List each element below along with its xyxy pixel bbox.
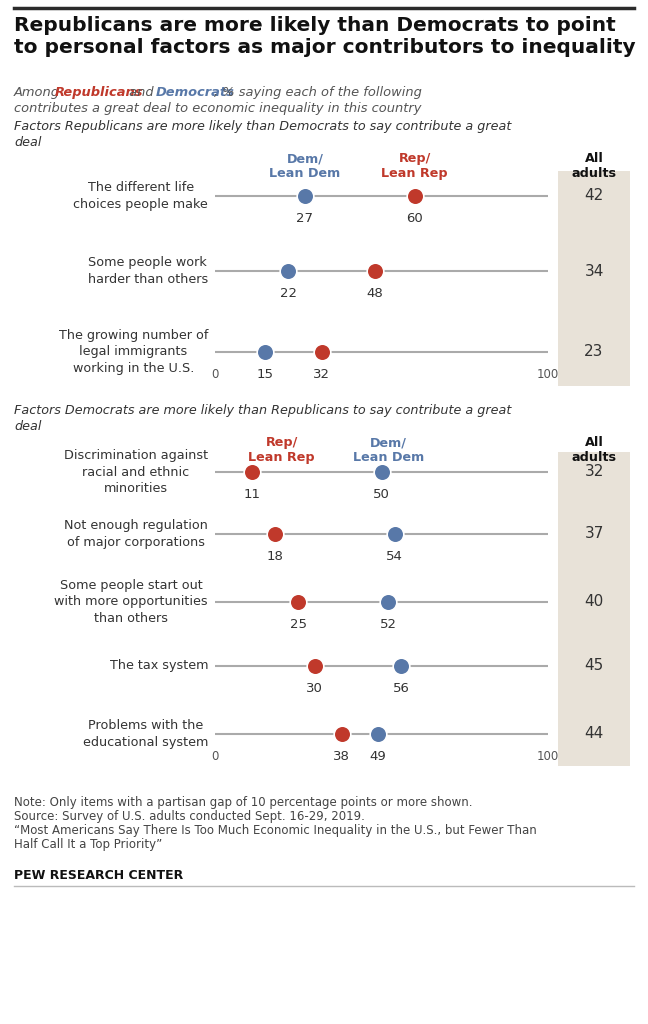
Text: contributes a great deal to economic inequality in this country: contributes a great deal to economic ine… xyxy=(14,102,421,115)
Text: Republicans: Republicans xyxy=(55,86,143,99)
Text: 0: 0 xyxy=(211,368,218,381)
Text: 32: 32 xyxy=(584,465,604,479)
Text: Factors Democrats are more likely than Republicans to say contribute a great
dea: Factors Democrats are more likely than R… xyxy=(14,404,511,433)
Text: 18: 18 xyxy=(266,550,283,563)
Text: 54: 54 xyxy=(386,550,403,563)
Text: 42: 42 xyxy=(584,188,604,204)
Text: 49: 49 xyxy=(370,750,387,763)
Text: Dem/
Lean Dem: Dem/ Lean Dem xyxy=(270,152,341,180)
Text: 56: 56 xyxy=(393,682,410,695)
Text: Some people start out
with more opportunities
than others: Some people start out with more opportun… xyxy=(54,579,208,625)
Text: 38: 38 xyxy=(333,750,350,763)
Text: 27: 27 xyxy=(296,212,314,225)
Text: Half Call It a Top Priority”: Half Call It a Top Priority” xyxy=(14,838,162,851)
Text: All
adults: All adults xyxy=(572,436,616,464)
Text: Democrats: Democrats xyxy=(156,86,235,99)
Text: 22: 22 xyxy=(280,287,297,300)
Text: The growing number of
legal immigrants
working in the U.S.: The growing number of legal immigrants w… xyxy=(58,329,208,375)
Text: Among: Among xyxy=(14,86,64,99)
Text: 15: 15 xyxy=(257,368,273,381)
Text: 50: 50 xyxy=(373,488,390,501)
FancyBboxPatch shape xyxy=(558,452,630,766)
Text: Factors Republicans are more likely than Democrats to say contribute a great
dea: Factors Republicans are more likely than… xyxy=(14,120,511,150)
Text: 44: 44 xyxy=(584,726,604,741)
Text: All
adults: All adults xyxy=(572,152,616,180)
Text: The different life
choices people make: The different life choices people make xyxy=(73,181,208,211)
Text: Problems with the
educational system: Problems with the educational system xyxy=(83,719,208,749)
Text: Not enough regulation
of major corporations: Not enough regulation of major corporati… xyxy=(64,519,208,549)
Text: 25: 25 xyxy=(290,618,307,631)
Text: “Most Americans Say There Is Too Much Economic Inequality in the U.S., but Fewer: “Most Americans Say There Is Too Much Ec… xyxy=(14,824,537,837)
Text: Dem/
Lean Dem: Dem/ Lean Dem xyxy=(353,436,424,464)
Text: 48: 48 xyxy=(367,287,383,300)
Text: 30: 30 xyxy=(307,682,323,695)
Text: PEW RESEARCH CENTER: PEW RESEARCH CENTER xyxy=(14,869,183,882)
Text: Some people work
harder than others: Some people work harder than others xyxy=(87,256,208,286)
Text: and: and xyxy=(125,86,157,99)
Text: 60: 60 xyxy=(406,212,423,225)
Text: 11: 11 xyxy=(243,488,260,501)
Text: Source: Survey of U.S. adults conducted Sept. 16-29, 2019.: Source: Survey of U.S. adults conducted … xyxy=(14,810,365,823)
Text: Rep/
Lean Rep: Rep/ Lean Rep xyxy=(382,152,448,180)
Text: 40: 40 xyxy=(584,595,604,609)
Text: 32: 32 xyxy=(313,368,330,381)
Text: 100: 100 xyxy=(537,750,559,763)
Text: 23: 23 xyxy=(584,344,604,359)
Text: 52: 52 xyxy=(380,618,397,631)
Text: Rep/
Lean Rep: Rep/ Lean Rep xyxy=(248,436,315,464)
Text: 34: 34 xyxy=(584,263,604,279)
Text: 45: 45 xyxy=(584,658,604,674)
Text: Discrimination against
racial and ethnic
minorities: Discrimination against racial and ethnic… xyxy=(64,449,208,495)
FancyBboxPatch shape xyxy=(558,171,630,386)
Text: 37: 37 xyxy=(584,526,604,542)
Text: 100: 100 xyxy=(537,368,559,381)
Text: Note: Only items with a partisan gap of 10 percentage points or more shown.: Note: Only items with a partisan gap of … xyxy=(14,796,472,809)
Text: Republicans are more likely than Democrats to point
to personal factors as major: Republicans are more likely than Democra… xyxy=(14,16,636,57)
Text: , % saying each of the following: , % saying each of the following xyxy=(214,86,422,99)
Text: 0: 0 xyxy=(211,750,218,763)
Text: The tax system: The tax system xyxy=(110,659,208,673)
